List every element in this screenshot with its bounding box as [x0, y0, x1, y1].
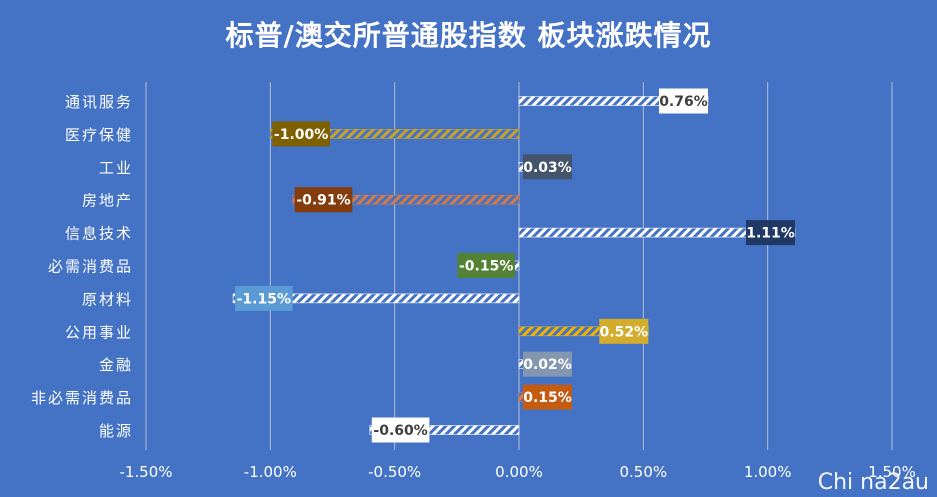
category-label: 信息技术 — [65, 225, 133, 243]
data-label-box — [371, 417, 430, 443]
data-label: 1.11% — [746, 226, 795, 242]
data-label: 0.76% — [659, 94, 708, 110]
data-label-box — [523, 384, 572, 410]
category-label: 工业 — [99, 159, 133, 177]
bar — [292, 194, 520, 205]
x-tick-label: 1.50% — [868, 463, 916, 481]
x-tick-label: 1.00% — [744, 463, 792, 481]
x-tick-label: 0.50% — [620, 463, 668, 481]
chart-title: 标普/澳交所普通股指数 板块涨跌情况 — [225, 19, 712, 52]
data-label-box — [523, 351, 572, 377]
x-tick-label: -1.50% — [119, 463, 172, 481]
data-label-box — [599, 318, 649, 344]
grid-lines — [145, 82, 893, 450]
category-label: 房地产 — [82, 192, 133, 210]
data-label: 0.15% — [523, 390, 572, 406]
data-label: 0.02% — [523, 357, 572, 373]
data-label: -0.15% — [459, 259, 513, 275]
bar — [270, 129, 520, 139]
watermark-text: Chi na2au — [817, 470, 929, 495]
x-tick-label: -1.00% — [244, 463, 297, 481]
category-label: 金融 — [99, 356, 133, 374]
category-label: 原材料 — [82, 290, 133, 308]
data-label: 0.03% — [523, 160, 572, 176]
category-label: 通讯服务 — [65, 93, 133, 111]
data-label: -1.00% — [274, 127, 328, 143]
bars — [232, 96, 796, 435]
x-tick-label: 0.00% — [495, 463, 543, 481]
data-label: -1.15% — [237, 291, 291, 307]
data-label-box — [457, 253, 515, 278]
data-label-box — [235, 285, 293, 311]
category-label: 公用事业 — [65, 323, 133, 341]
data-label-box — [523, 154, 572, 180]
data-label-box — [294, 187, 353, 213]
data-label-box — [746, 220, 796, 246]
bar — [369, 425, 520, 435]
category-label: 医疗保健 — [65, 126, 133, 144]
data-labels: 0.76% -1.00% 0.03% -0.91% 1.11% -0.15% -1.15% 0… — [235, 88, 796, 443]
data-label-box — [272, 121, 330, 147]
x-axis-tick-labels: -1.50% -1.00% -0.50% 0.00% 0.50% 1.00% 1.50% — [119, 463, 915, 481]
data-label: 0.52% — [600, 324, 649, 340]
category-label: 非必需消费品 — [31, 389, 133, 407]
data-label: -0.91% — [296, 193, 350, 209]
category-label: 必需消费品 — [48, 258, 133, 276]
data-label: -0.60% — [373, 423, 427, 439]
category-label: 能源 — [99, 422, 133, 440]
bar — [232, 293, 520, 304]
x-tick-label: -0.50% — [368, 463, 421, 481]
data-label-box — [658, 88, 708, 114]
